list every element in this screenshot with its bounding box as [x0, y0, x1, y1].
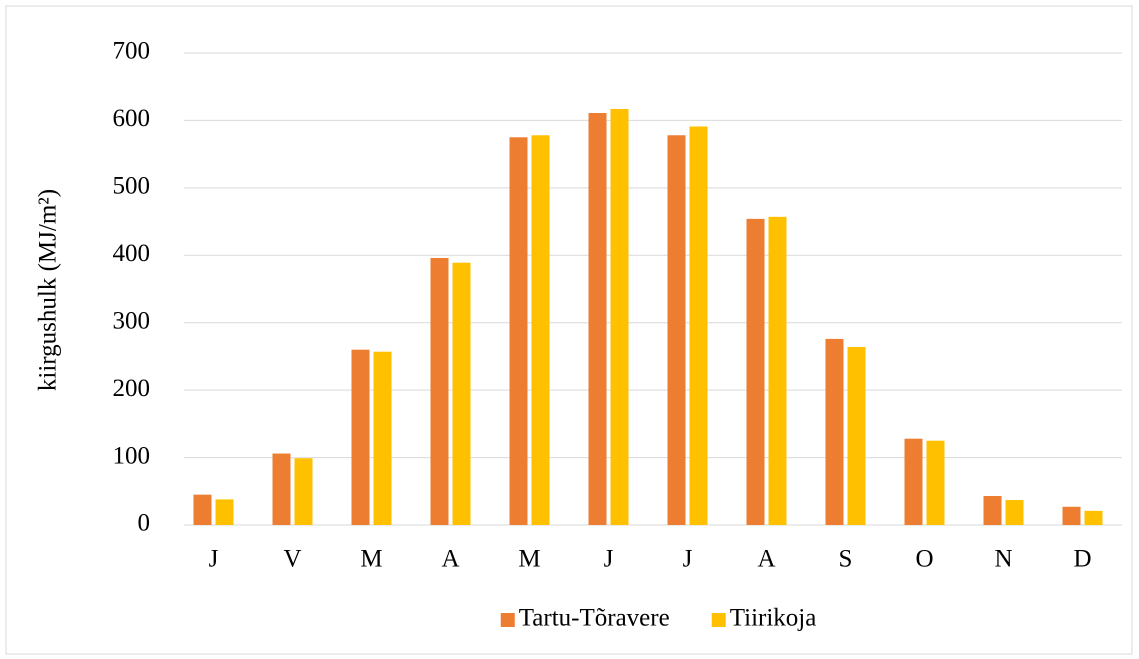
- legend-label: Tartu-Tõravere: [519, 605, 670, 632]
- x-tick-label: J: [683, 546, 693, 573]
- bar: [610, 108, 629, 526]
- x-tick-label: M: [360, 546, 382, 573]
- bar: [531, 135, 550, 525]
- bar: [847, 346, 866, 525]
- bar: [904, 438, 923, 525]
- y-tick-label: 200: [113, 375, 151, 402]
- x-tick-label: J: [209, 546, 219, 573]
- bar: [588, 113, 607, 526]
- x-tick-label: D: [1073, 546, 1091, 573]
- y-tick-label: 0: [138, 510, 151, 537]
- x-tick-label: N: [994, 546, 1012, 573]
- bar: [193, 494, 212, 525]
- bar: [825, 338, 844, 525]
- legend-swatch: [711, 613, 726, 627]
- y-tick-label: 100: [113, 442, 151, 469]
- bar: [294, 458, 313, 525]
- x-tick-label: O: [915, 546, 933, 573]
- bar: [983, 496, 1002, 525]
- bar: [272, 453, 291, 525]
- bar: [509, 137, 528, 526]
- x-tick-label: J: [604, 546, 614, 573]
- bar: [1005, 500, 1024, 525]
- bar: [1062, 506, 1081, 525]
- legend-label: Tiirikoja: [730, 605, 817, 632]
- x-tick-label: A: [757, 546, 775, 573]
- bar: [746, 218, 765, 526]
- y-tick-label: 300: [113, 307, 151, 334]
- bar: [768, 216, 787, 525]
- y-tick-label: 700: [113, 38, 151, 65]
- y-tick-label: 500: [113, 173, 151, 200]
- bar: [351, 349, 370, 525]
- x-tick-label: V: [283, 546, 301, 573]
- legend-swatch: [500, 613, 515, 627]
- x-tick-label: S: [839, 546, 853, 573]
- y-tick-label: 400: [113, 240, 151, 267]
- bar: [689, 126, 708, 526]
- bar: [926, 440, 945, 525]
- x-tick-label: A: [441, 546, 459, 573]
- bar: [215, 499, 234, 525]
- chart-border: [5, 5, 1133, 655]
- x-tick-label: M: [518, 546, 540, 573]
- bar: [452, 262, 471, 525]
- y-axis-label: kiirgushulk (MJ/m²): [35, 189, 62, 391]
- y-tick-label: 600: [113, 105, 151, 132]
- bar: [373, 351, 392, 525]
- bar: [430, 257, 449, 525]
- bar: [1084, 510, 1103, 525]
- bar: [667, 135, 686, 525]
